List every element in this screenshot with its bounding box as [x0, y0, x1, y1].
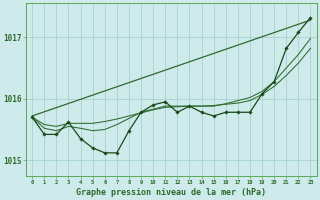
- X-axis label: Graphe pression niveau de la mer (hPa): Graphe pression niveau de la mer (hPa): [76, 188, 266, 197]
